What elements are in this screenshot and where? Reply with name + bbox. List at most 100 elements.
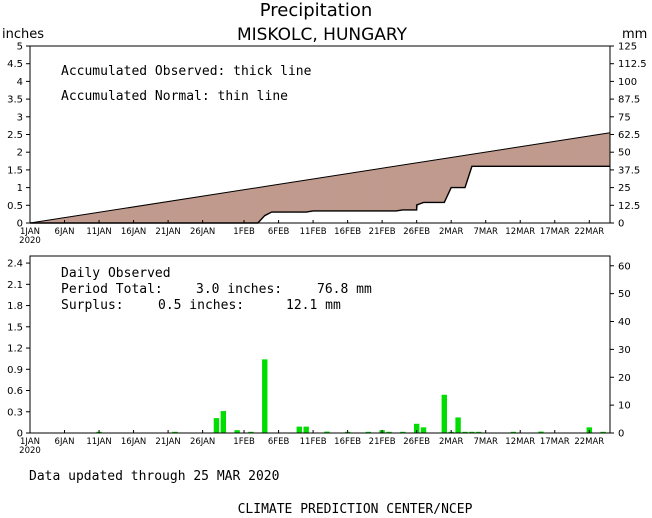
x-tick-label: 12MAR [505, 227, 535, 237]
period-total-label: Period Total: [61, 282, 163, 297]
x-tick-label: 11JAN [86, 227, 111, 237]
y-tick-label: 4 [17, 77, 23, 88]
x-tick-label: 16JAN [121, 227, 146, 237]
accumulation-lines [29, 132, 611, 224]
y-tick-label: 0.6 [7, 386, 23, 397]
x-tick-label: 11JAN [86, 437, 111, 447]
y-tick-label: 2.5 [7, 130, 23, 141]
daily-bar [469, 431, 475, 433]
y-tick-label: 0 [17, 219, 23, 230]
accumulated-panel: 0 00.5 12.51 251.5 37.52 502.5 62.53 753.5 87.54… [7, 42, 647, 247]
y-tick-label-mm: 40 [618, 317, 631, 328]
y-tick-label-mm: 50 [618, 289, 631, 300]
daily-bar [413, 423, 420, 433]
daily-x-axis: 1JAN 6JAN 11JAN 16JAN 21JAN 26JAN 1FEB 6FEB 11FE… [19, 430, 604, 456]
x-tick-label: 1JAN [20, 437, 40, 447]
x-tick-label: 11FEB [300, 227, 327, 237]
observed-line [30, 165, 610, 224]
x-tick-label: 21FEB [369, 227, 396, 237]
period-total-inches: 3.0 inches: [196, 282, 282, 297]
daily-bar [441, 394, 447, 433]
x-tick-label: 17MAR [540, 437, 570, 447]
daily-bar [213, 418, 220, 433]
y-tick-label: 1.5 [7, 165, 23, 176]
x-tick-label: 2MAR [439, 227, 464, 237]
y-tick-label-mm: 50 [618, 148, 631, 159]
y-tick-label-mm: 62.5 [618, 130, 640, 141]
daily-bar [400, 431, 406, 433]
normal-line [29, 132, 611, 224]
surplus-mm: 12.1 mm [286, 298, 341, 313]
y-tick-label: 3.5 [7, 95, 23, 106]
daily-observed-label: Daily Observed [61, 266, 171, 281]
chart-title: Precipitation [260, 0, 373, 21]
daily-bar [234, 430, 240, 433]
y-tick-label: 1.8 [7, 301, 23, 312]
daily-panel: 0 0.3 0.6 0.9 1.2 1.5 1.8 2.1 2.4 0 10 20 30 40 50 60 1… [7, 255, 631, 456]
daily-bar [462, 431, 468, 433]
y-tick-label-mm: 0 [618, 429, 624, 440]
daily-bar [324, 431, 330, 433]
daily-bar [600, 431, 606, 433]
y-tick-label: 0.9 [7, 365, 23, 376]
y-tick-label: 1.5 [7, 322, 23, 333]
daily-bar [365, 431, 372, 433]
y-tick-label-mm: 25 [618, 183, 631, 194]
daily-bar [248, 431, 254, 433]
y-tick-label: 0.5 [7, 201, 23, 212]
y-tick-label-mm: 10 [618, 401, 631, 412]
daily-bar [262, 359, 268, 433]
x-tick-label: 17MAR [540, 227, 570, 237]
x-tick-label: 21JAN [155, 227, 180, 237]
y-tick-label: 4.5 [7, 59, 23, 70]
daily-frame [29, 255, 611, 434]
x-tick-label: 6FEB [268, 437, 290, 447]
x-tick-label: 12MAR [505, 437, 535, 447]
surplus-label: Surplus: [61, 298, 124, 313]
y-tick-label-mm: 0 [618, 219, 624, 230]
surplus-inches: 0.5 inches: [158, 298, 244, 313]
daily-bar [296, 426, 302, 433]
y-tick-label: 2.4 [7, 259, 23, 270]
x-tick-label: 26JAN [190, 437, 215, 447]
x-tick-label: 7MAR [473, 227, 498, 237]
daily-bar [172, 431, 178, 433]
y-tick-label-mm: 12.5 [618, 201, 640, 212]
daily-bar [420, 427, 427, 433]
x-tick-label: 1FEB [233, 437, 255, 447]
y-tick-label-mm: 20 [618, 373, 631, 384]
legend-observed: Accumulated Observed: thick line [61, 64, 312, 79]
x-tick-label: 11FEB [300, 437, 327, 447]
y-tick-label: 3 [17, 112, 23, 123]
right-unit-label: mm [622, 27, 647, 42]
daily-y-axis: 0 0.3 0.6 0.9 1.2 1.5 1.8 2.1 2.4 0 10 20 30 40 50 60 [7, 259, 631, 440]
accumulated-y-axis: 0 00.5 12.51 251.5 37.52 502.5 62.53 753.5 87.54… [7, 42, 647, 230]
x-year-label: 2020 [19, 446, 41, 456]
x-tick-label: 1JAN [20, 227, 40, 237]
daily-bar [386, 431, 392, 433]
daily-bar [476, 431, 482, 433]
y-tick-label-mm: 37.5 [618, 165, 640, 176]
x-tick-label: 26FEB [403, 437, 430, 447]
x-year-label: 2020 [19, 236, 41, 246]
period-total-mm: 76.8 mm [317, 282, 372, 297]
x-tick-label: 1FEB [233, 227, 255, 237]
daily-bar [220, 411, 227, 433]
daily-bar [455, 417, 461, 433]
x-tick-label: 22MAR [574, 227, 604, 237]
credit-line: CLIMATE PREDICTION CENTER/NCEP [238, 502, 473, 517]
x-tick-label: 21JAN [155, 437, 180, 447]
legend-normal: Accumulated Normal: thin line [61, 89, 288, 104]
y-tick-label: 5 [17, 42, 23, 53]
y-tick-label-mm: 87.5 [618, 95, 640, 106]
left-unit-label: inches [2, 27, 44, 42]
y-tick-label-mm: 125 [618, 42, 637, 53]
x-tick-label: 7MAR [473, 437, 498, 447]
x-tick-label: 6JAN [55, 227, 75, 237]
y-tick-label: 0 [17, 429, 23, 440]
y-tick-label-mm: 100 [618, 77, 637, 88]
x-tick-label: 6JAN [55, 437, 75, 447]
daily-bar [538, 431, 544, 433]
daily-bars [96, 359, 606, 433]
y-tick-label: 1 [17, 183, 23, 194]
